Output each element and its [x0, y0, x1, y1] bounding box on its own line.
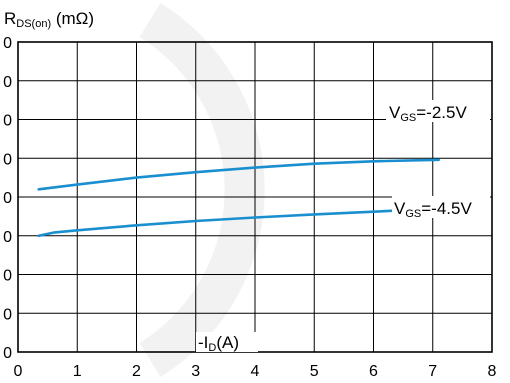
x-tick-label: 0	[14, 363, 23, 380]
x-tick-label: 1	[73, 363, 82, 380]
x-tick-label: 3	[191, 363, 200, 380]
x-axis-label: -ID(A)	[198, 333, 239, 354]
series-line-2	[37, 207, 441, 238]
x-tick-labels: 0 1 2 3 4 5 6 7 8	[14, 363, 497, 380]
series-label-vgs-2-5: VGS=-2.5V	[389, 103, 467, 124]
x-tick-label: 6	[369, 363, 378, 380]
y-tick-labels: 0 0 0 0 0 0 0 0 0	[3, 35, 12, 362]
y-tick-label: 0	[3, 151, 12, 168]
y-tick-label: 0	[3, 229, 12, 246]
y-tick-label: 0	[3, 268, 12, 285]
x-tick-label: 5	[310, 363, 319, 380]
y-tick-label: 0	[3, 74, 12, 91]
y-tick-label: 0	[3, 113, 12, 130]
series-label-vgs-4-5: VGS=-4.5V	[394, 199, 472, 220]
y-axis-label: RDS(on) (mΩ)	[4, 9, 94, 30]
x-tick-label: 8	[488, 363, 497, 380]
series-lines	[37, 158, 441, 238]
y-tick-label: 0	[3, 306, 12, 323]
x-tick-label: 2	[132, 363, 141, 380]
series-label-bg-2	[392, 196, 490, 218]
series-line-1	[37, 158, 441, 191]
y-tick-label: 0	[3, 345, 12, 362]
x-tick-label: 4	[251, 363, 260, 380]
y-tick-label: 0	[3, 35, 12, 52]
series-label-bg-1	[386, 100, 490, 122]
watermark-arc	[139, 3, 265, 377]
y-tick-label: 0	[3, 190, 12, 207]
x-axis-label-bg	[196, 332, 258, 352]
x-tick-label: 7	[428, 363, 437, 380]
